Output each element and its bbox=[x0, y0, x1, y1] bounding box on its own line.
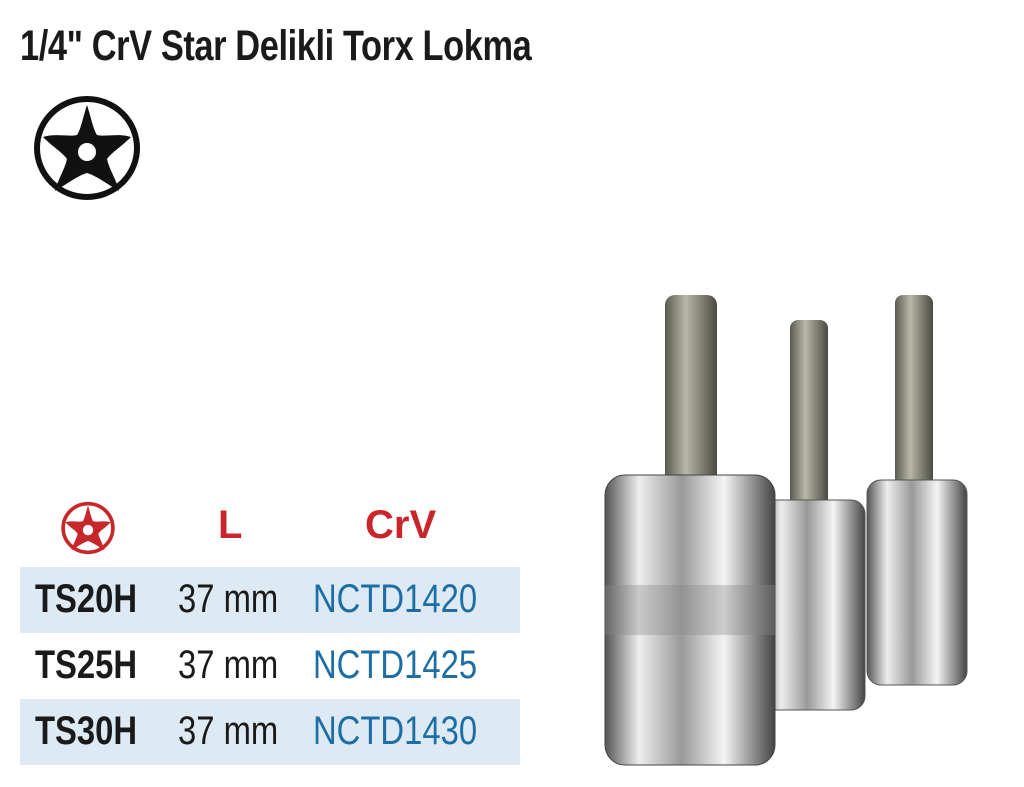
header-length: L bbox=[218, 503, 243, 547]
code-cell: NCTD1425 bbox=[313, 643, 478, 687]
socket bbox=[604, 474, 776, 766]
torx-star-icon bbox=[61, 501, 115, 555]
code-cell: NCTD1420 bbox=[313, 577, 478, 621]
size-cell: TS30H bbox=[35, 709, 138, 753]
page-title: 1/4" CrV Star Delikli Torx Lokma bbox=[20, 22, 532, 70]
socket bbox=[866, 479, 968, 686]
length-cell: 37 mm bbox=[178, 709, 279, 753]
bit bbox=[895, 295, 933, 495]
code-cell: NCTD1430 bbox=[313, 709, 478, 753]
length-cell: 37 mm bbox=[178, 577, 279, 621]
table-header: L CrV bbox=[20, 495, 520, 567]
table-row: TS30H 37 mm NCTD1430 bbox=[20, 699, 520, 765]
product-table: L CrV TS20H 37 mm NCTD1420 TS25H 37 mm N… bbox=[20, 495, 520, 765]
header-material: CrV bbox=[365, 503, 437, 547]
size-cell: TS25H bbox=[35, 643, 138, 687]
bit bbox=[790, 320, 828, 530]
bit bbox=[665, 295, 717, 495]
table-row: TS20H 37 mm NCTD1420 bbox=[20, 567, 520, 633]
socket bbox=[759, 499, 866, 711]
torx-socket-product-image bbox=[604, 295, 968, 766]
torx-star-icon bbox=[34, 96, 140, 200]
length-cell: 37 mm bbox=[178, 643, 279, 687]
size-cell: TS20H bbox=[35, 577, 138, 621]
table-row: TS25H 37 mm NCTD1425 bbox=[20, 633, 520, 699]
